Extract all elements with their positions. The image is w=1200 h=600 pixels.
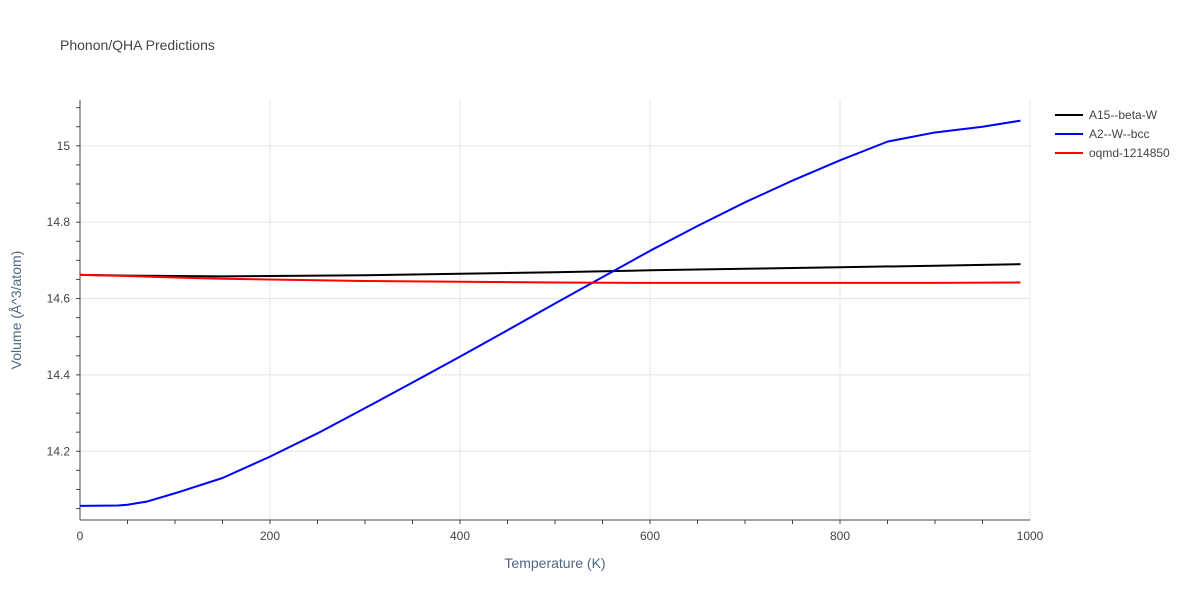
y-tick-label: 14.4	[47, 368, 71, 382]
chart-title: Phonon/QHA Predictions	[60, 37, 215, 53]
y-tick-labels: 14.2 14.4 14.6 14.8 15	[47, 139, 71, 458]
y-axis-title: Volume (Å^3/atom)	[8, 251, 24, 370]
x-tick-label: 400	[450, 529, 470, 543]
legend-label: A15--beta-W	[1089, 108, 1158, 122]
legend-label: oqmd-1214850	[1089, 146, 1170, 160]
axes	[76, 100, 1030, 524]
series-lines	[79, 119, 1021, 507]
y-tick-label: 15	[57, 139, 71, 153]
x-tick-label: 0	[77, 529, 84, 543]
series-line-1	[79, 119, 1021, 507]
x-tick-label: 1000	[1017, 529, 1044, 543]
series-line-2	[79, 273, 1021, 284]
x-tick-label: 200	[260, 529, 280, 543]
legend: A15--beta-W A2--W--bcc oqmd-1214850	[1055, 108, 1170, 160]
legend-label: A2--W--bcc	[1089, 127, 1149, 141]
y-tick-label: 14.2	[47, 444, 71, 458]
x-tick-label: 600	[640, 529, 660, 543]
series-line-0	[79, 263, 1021, 278]
x-tick-labels: 0 200 400 600 800 1000	[77, 529, 1044, 543]
x-axis-title: Temperature (K)	[504, 555, 605, 571]
grid	[80, 100, 1031, 520]
x-tick-label: 800	[830, 529, 850, 543]
y-tick-label: 14.8	[47, 215, 71, 229]
y-tick-label: 14.6	[47, 292, 71, 306]
